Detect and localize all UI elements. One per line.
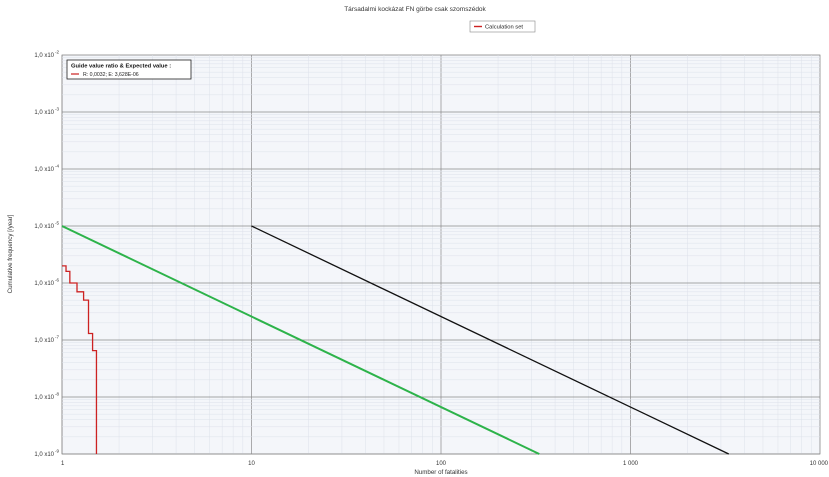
y-tick-mantissa: 1,0 x10 [34,395,54,401]
y-tick-exponent: -7 [55,335,59,340]
y-tick-label: 1,0 x10 [34,395,54,401]
y-tick-exponent: -9 [55,449,59,454]
y-tick-exponent: -6 [55,278,59,283]
annotation-frame [66,59,192,80]
y-tick-label: 1,0 x10 [34,167,54,173]
x-tick-labels: 1 10 100 1 000 10 000 [61,461,829,467]
legend-label-calculation-set: Calculation set [485,25,523,31]
series-line-calculation-set [62,265,98,454]
x-tick-label: 10 [248,461,255,467]
annotation-heading: Guide value ratio & Expected value : [71,64,171,70]
x-tick-label: 10 000 [810,461,829,467]
y-tick-mantissa: 1,0 x10 [34,167,54,173]
y-tick-label: 1,0 x10 [34,338,54,344]
legend-box [469,20,536,33]
x-tick-label: 1 000 [623,461,639,467]
y-tick-mantissa: 1,0 x10 [34,281,54,287]
y-tick-label: 1,0 x10 [34,281,54,287]
y-tick-exponent: -8 [55,392,59,397]
annotation-text: R: 0,0032; E: 3,628E-06 [83,72,139,78]
y-tick-mantissa: 1,0 x10 [34,338,54,344]
chart-title: Társadalmi kockázat FN görbe csak szomsz… [344,6,486,13]
x-tick-label: 1 [61,461,65,467]
y-tick-mantissa: 1,0 x10 [34,452,54,458]
x-tick-label: 100 [436,461,447,467]
annotation-box: Guide value ratio & Expected value : R: … [66,59,192,80]
y-tick-exponent: -4 [55,164,59,169]
y-tick-label: 1,0 x10 [34,110,54,116]
y-tick-exponent: -5 [55,221,59,226]
reference-line-1 [61,225,540,455]
y-axis-label: Cumulative frequency [/year] [7,214,14,293]
y-tick-mantissa: 1,0 x10 [34,110,54,116]
y-tick-label: 1,0 x10 [34,53,54,59]
series-lines [61,225,730,455]
x-axis-label: Number of fatalities [414,469,467,476]
y-tick-labels: 1,0 x10-91,0 x10-81,0 x10-71,0 x10-61,0 … [34,50,59,459]
reference-line-2 [251,225,730,455]
legend: Calculation set [469,20,536,33]
y-tick-mantissa: 1,0 x10 [34,53,54,59]
y-tick-exponent: -2 [55,50,59,55]
y-tick-exponent: -3 [55,107,59,112]
y-tick-label: 1,0 x10 [34,452,54,458]
y-tick-label: 1,0 x10 [34,224,54,230]
y-tick-mantissa: 1,0 x10 [34,224,54,230]
